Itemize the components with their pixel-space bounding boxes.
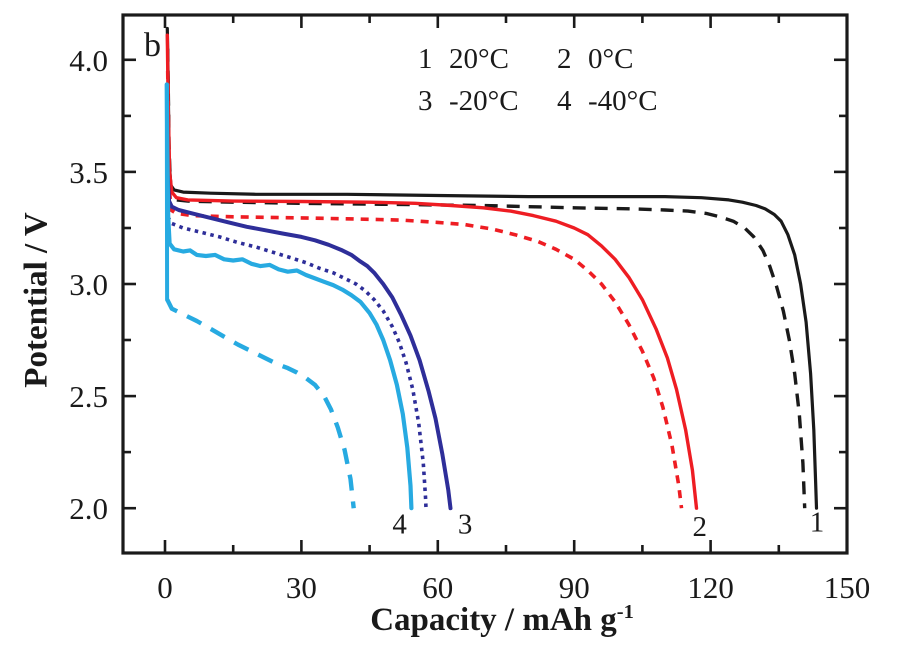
series-curve-2-0C-dashed <box>165 70 684 509</box>
x-tick-label: 0 <box>157 570 173 605</box>
legend-temp-4: -40°C <box>588 85 658 117</box>
legend-index-4: 4 <box>557 85 572 117</box>
legend-item-4: 4 -40°C <box>557 80 658 122</box>
legend-temp-2: 0°C <box>588 43 634 75</box>
x-axis-title-superscript: -1 <box>616 601 634 623</box>
legend-item-1: 1 20°C <box>418 38 557 80</box>
legend-item-3: 3 -20°C <box>418 80 557 122</box>
x-tick-label: 30 <box>286 570 317 605</box>
x-axis-title: Capacity / mAh g-1 <box>370 601 634 638</box>
series-curve-2-0C-solid <box>165 33 699 510</box>
x-tick-label: 120 <box>687 570 734 605</box>
legend-index-1: 1 <box>418 43 433 75</box>
legend-temp-1: 20°C <box>449 43 509 75</box>
legend-temp-3: -20°C <box>449 85 519 117</box>
x-tick-label: 60 <box>422 570 453 605</box>
y-tick-label: 2.0 <box>69 491 108 526</box>
series-curve-3-neg20C-solid <box>165 174 453 511</box>
curve-number-label: 4 <box>392 509 407 541</box>
series-curve-1-20C-solid <box>165 26 819 510</box>
y-tick-label: 2.5 <box>69 379 108 414</box>
legend-item-2: 2 0°C <box>557 38 658 80</box>
y-tick-label: 3.5 <box>69 155 108 190</box>
y-tick-label: 4.0 <box>69 43 108 78</box>
curve-number-label: 3 <box>458 509 473 541</box>
x-tick-label: 150 <box>824 570 871 605</box>
x-tick-label: 90 <box>559 570 590 605</box>
series-curve-3-neg20C-dotted <box>166 215 428 509</box>
series-curve-4-neg40C-dashed <box>165 298 356 509</box>
curve-number-label: 1 <box>810 506 825 538</box>
series-curve-4-neg40C-solid <box>164 82 414 511</box>
y-tick-label: 3.0 <box>69 267 108 302</box>
y-axis-title: Potential / V <box>18 212 55 388</box>
curve-number-label: 2 <box>692 511 707 543</box>
panel-label: b <box>144 27 161 64</box>
legend: 1 20°C 2 0°C 3 -20°C 4 -40°C <box>418 38 658 122</box>
legend-index-2: 2 <box>557 43 572 75</box>
legend-index-3: 3 <box>418 85 433 117</box>
x-axis-title-main: Capacity / mAh g <box>370 602 617 638</box>
